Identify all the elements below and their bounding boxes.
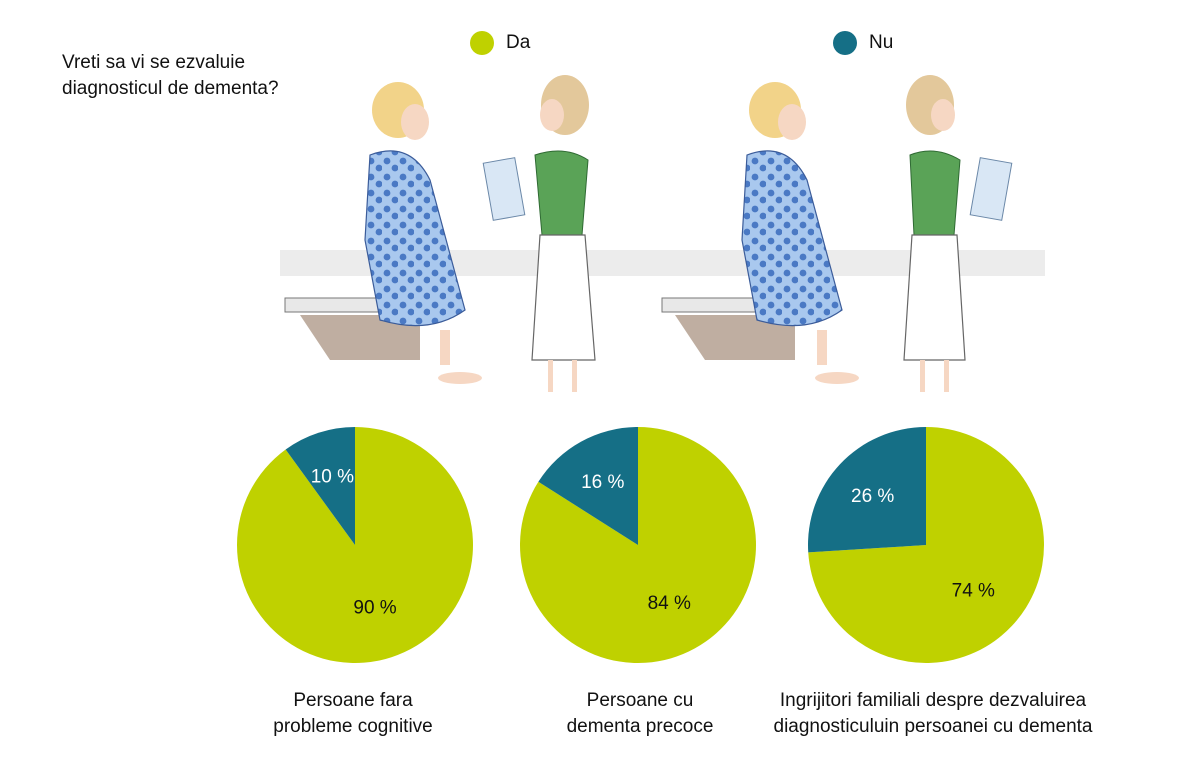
pie-2-label-da: 84 %: [648, 593, 691, 614]
scene-right: [655, 75, 1045, 392]
pie-2-slice-nu: [538, 427, 638, 545]
legend-swatch-nu: [833, 31, 857, 55]
pie-2-label-nu: 16 %: [581, 472, 624, 493]
pie-3-label-nu: 26 %: [851, 486, 894, 507]
pie-1-slice-nu: [285, 427, 355, 545]
scene-left: [280, 75, 680, 392]
legend-item-nu: Nu: [833, 31, 893, 55]
pie-chart-1: 90 % 10 %: [236, 427, 473, 664]
legend-label-nu: Nu: [869, 32, 894, 53]
pie-caption-3: Ingrijitori familiali despre dezvaluirea…: [773, 690, 1093, 737]
pie-1-label-nu: 10 %: [311, 466, 354, 487]
pie-1-label-da: 90 %: [353, 598, 396, 619]
legend-label-da: Da: [506, 32, 531, 53]
patient-nurse-illustration: [280, 75, 1045, 392]
pie-chart-3: 74 % 26 %: [808, 427, 1044, 663]
pie-3-label-da: 74 %: [952, 580, 995, 601]
pie-caption-2: Persoane cu dementa precoce: [566, 690, 714, 737]
pie-3-slice-nu: [808, 427, 926, 553]
pie-chart-2: 84 % 16 %: [520, 427, 756, 663]
pie-caption-1: Persoane fara probleme cognitive: [273, 690, 433, 737]
survey-question: Vreti sa vi se ezvaluie diagnosticul de …: [62, 52, 279, 99]
pie-3-slice-da: [808, 427, 1044, 663]
legend-item-da: Da: [470, 31, 530, 55]
legend-swatch-da: [470, 31, 494, 55]
